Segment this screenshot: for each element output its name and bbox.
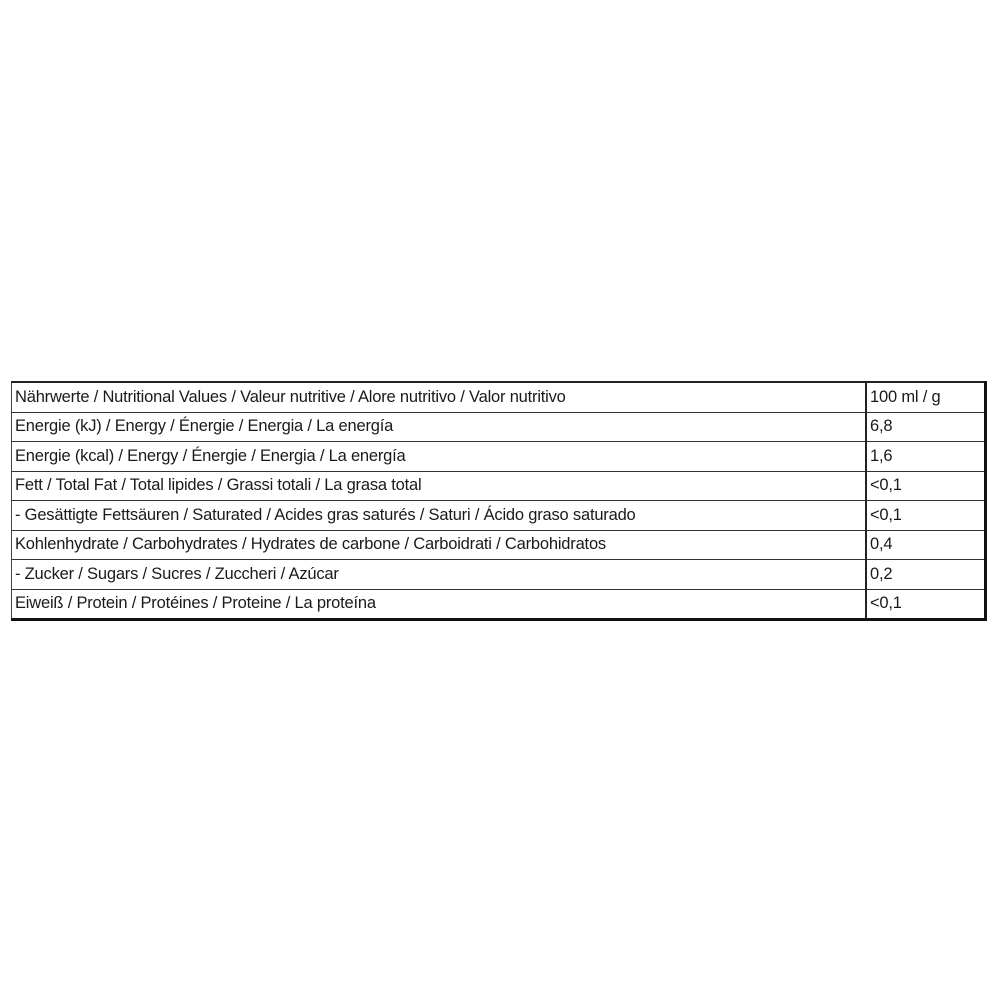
- row-value: 0,2: [865, 559, 986, 590]
- row-label: Fett / Total Fat / Total lipides / Grass…: [11, 471, 866, 501]
- row-value: <0,1: [865, 500, 986, 531]
- row-label: - Gesättigte Fettsäuren / Saturated / Ac…: [11, 500, 866, 531]
- table-row: - Zucker / Sugars / Sucres / Zuccheri / …: [11, 559, 986, 590]
- nutrition-table: Nährwerte / Nutritional Values / Valeur …: [11, 381, 987, 621]
- table-row-header: Nährwerte / Nutritional Values / Valeur …: [11, 382, 986, 413]
- row-label: - Zucker / Sugars / Sucres / Zuccheri / …: [11, 559, 866, 590]
- row-label: Nährwerte / Nutritional Values / Valeur …: [11, 382, 866, 413]
- row-value: 0,4: [865, 530, 986, 560]
- row-label: Eiweiß / Protein / Protéines / Proteine …: [11, 589, 866, 620]
- table-row: Fett / Total Fat / Total lipides / Grass…: [11, 471, 986, 501]
- table-row: Eiweiß / Protein / Protéines / Proteine …: [11, 589, 986, 620]
- row-value: 100 ml / g: [865, 382, 986, 413]
- row-value: 1,6: [865, 441, 986, 472]
- table-row: - Gesättigte Fettsäuren / Saturated / Ac…: [11, 500, 986, 531]
- row-value: <0,1: [865, 471, 986, 501]
- table-row: Kohlenhydrate / Carbohydrates / Hydrates…: [11, 530, 986, 560]
- table-row: Energie (kcal) / Energy / Énergie / Ener…: [11, 441, 986, 472]
- row-label: Kohlenhydrate / Carbohydrates / Hydrates…: [11, 530, 866, 560]
- table-row: Energie (kJ) / Energy / Énergie / Energi…: [11, 412, 986, 442]
- row-label: Energie (kcal) / Energy / Énergie / Ener…: [11, 441, 866, 472]
- row-value: <0,1: [865, 589, 986, 620]
- row-value: 6,8: [865, 412, 986, 442]
- row-label: Energie (kJ) / Energy / Énergie / Energi…: [11, 412, 866, 442]
